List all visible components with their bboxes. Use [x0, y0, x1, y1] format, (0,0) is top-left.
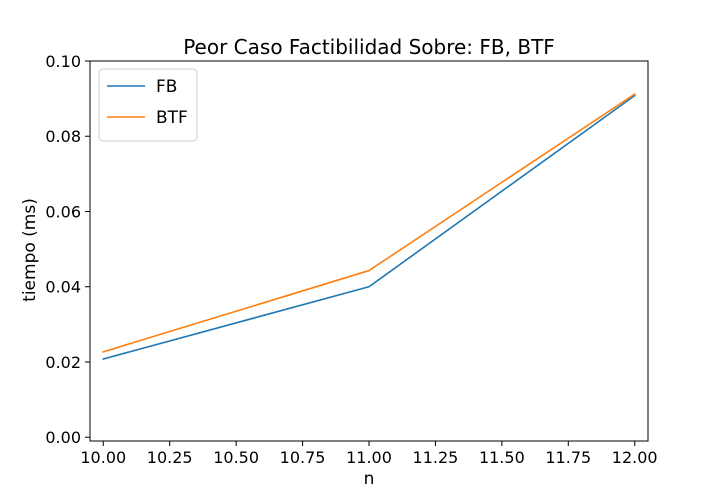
series-line-btf	[102, 93, 636, 353]
plot-area: 10.00 10.25 10.50 10.75 11.00 11.25 11.50 11.75…	[45, 52, 657, 467]
y-tick-label: 0.06	[45, 202, 81, 221]
legend-label-fb: FB	[156, 77, 177, 97]
series-line-fb	[102, 94, 636, 360]
x-tick-label: 10.50	[213, 448, 259, 467]
legend-label-btf: BTF	[156, 108, 188, 128]
y-tick-label: 0.00	[45, 428, 81, 447]
x-tick-label: 11.75	[545, 448, 591, 467]
y-tick-label: 0.08	[45, 127, 81, 146]
x-tick-label: 11.00	[346, 448, 392, 467]
x-tick-label: 11.50	[479, 448, 525, 467]
x-axis-label: n	[364, 469, 375, 489]
x-tick-label: 12.00	[612, 448, 658, 467]
y-tick-label: 0.04	[45, 278, 81, 297]
x-tick-label: 10.25	[147, 448, 193, 467]
x-tick-label: 11.25	[413, 448, 459, 467]
chart-title: Peor Caso Factibilidad Sobre: FB, BTF	[183, 35, 555, 59]
legend: FB BTF	[98, 68, 198, 142]
legend-box	[98, 68, 198, 142]
y-axis-label: tiempo (ms)	[20, 198, 40, 302]
x-tick-label: 10.75	[280, 448, 326, 467]
y-tick-label: 0.02	[45, 353, 81, 372]
y-tick-label: 0.10	[45, 52, 81, 71]
x-tick-label: 10.00	[80, 448, 126, 467]
